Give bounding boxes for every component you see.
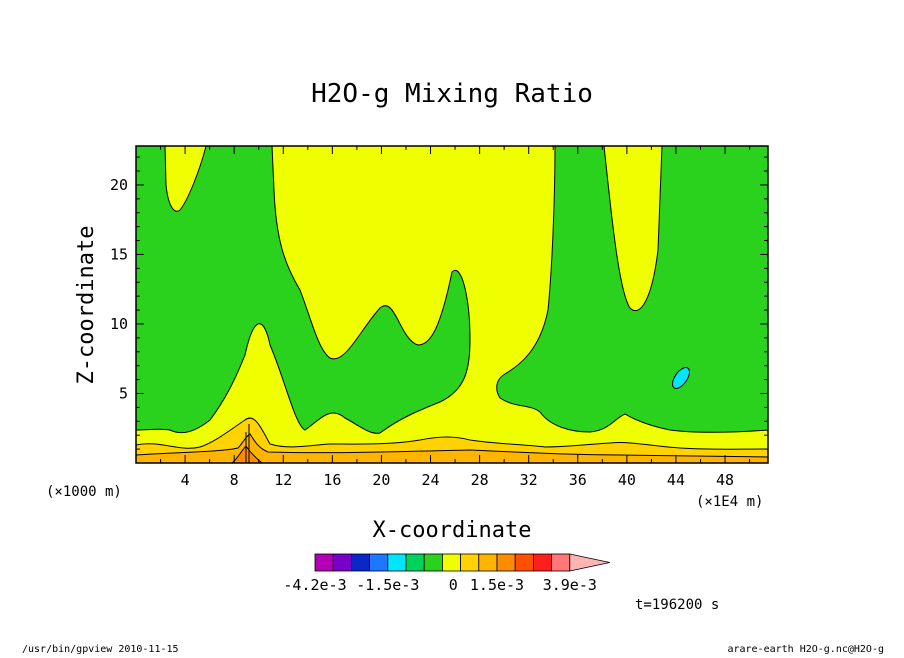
x-tick-label: 16: [323, 471, 341, 489]
plot-frame: [135, 145, 769, 464]
x-tick-label: 32: [520, 471, 538, 489]
orange-band: [135, 433, 769, 464]
colorbar-label: 0: [449, 576, 458, 594]
orange-band-light: [135, 417, 769, 464]
x-tick-label: 40: [618, 471, 636, 489]
colorbar-swatch: [496, 553, 516, 572]
colorbar-swatch: [332, 553, 352, 572]
colorbar-label: -1.5e-3: [356, 576, 419, 594]
x-unit-note: (×1E4 m): [696, 494, 763, 510]
colorbar-swatch: [405, 553, 425, 572]
x-tick-label: 24: [421, 471, 439, 489]
x-tick-label: 44: [667, 471, 685, 489]
colorbar: -4.2e-3 -1.5e-3 0 1.5e-3 3.9e-3: [283, 553, 610, 594]
colorbar-arrow: [569, 553, 610, 572]
colorbar-swatch: [460, 553, 480, 572]
contour-spike: [245, 424, 250, 463]
colorbar-swatch: [387, 553, 407, 572]
x-tick-label: 12: [274, 471, 292, 489]
cyan-spot: [672, 367, 690, 389]
x-tick-label: 36: [569, 471, 587, 489]
colorbar-swatch: [369, 553, 389, 572]
colorbar-swatch: [441, 553, 461, 572]
y-tick-label: 15: [110, 245, 128, 263]
x-axis-label: X-coordinate: [373, 518, 532, 543]
colorbar-swatch: [533, 553, 553, 572]
y-tick-label: 10: [110, 315, 128, 333]
y-axis-label: Z-coordinate: [74, 226, 99, 385]
x-tick-label: 20: [372, 471, 390, 489]
footer-right: arare-earth_H2O-g.nc@H2O-g: [727, 644, 884, 654]
colorbar-swatch: [423, 553, 443, 572]
colorbar-swatch: [478, 553, 498, 572]
x-tick-label: 8: [230, 471, 239, 489]
time-label: t=196200 s: [635, 597, 719, 613]
x-tick-label: 4: [181, 471, 190, 489]
x-tick-label: 48: [716, 471, 734, 489]
x-tick-group: 4 8 12 16 20 24 28 32 36 40 44 48: [160, 146, 751, 489]
colorbar-swatch: [350, 553, 370, 572]
x-tick-label: 28: [471, 471, 489, 489]
colorbar-swatch: [514, 553, 534, 572]
chart-title: H2O-g Mixing Ratio: [311, 79, 593, 109]
y-tick-label: 5: [119, 384, 128, 402]
y-tick-group: 5 10 15 20: [110, 156, 768, 450]
green-region-left: [135, 145, 471, 434]
colorbar-swatch: [551, 553, 571, 572]
colorbar-label: 3.9e-3: [543, 576, 597, 594]
green-region-right: [496, 145, 769, 433]
colorbar-label: -4.2e-3: [283, 576, 346, 594]
colorbar-swatch: [314, 553, 334, 572]
footer-left: /usr/bin/gpview 2010-11-15: [22, 644, 179, 654]
y-tick-label: 20: [110, 176, 128, 194]
colorbar-label: 1.5e-3: [470, 576, 524, 594]
x-scale-note: (×1000 m): [46, 484, 122, 500]
